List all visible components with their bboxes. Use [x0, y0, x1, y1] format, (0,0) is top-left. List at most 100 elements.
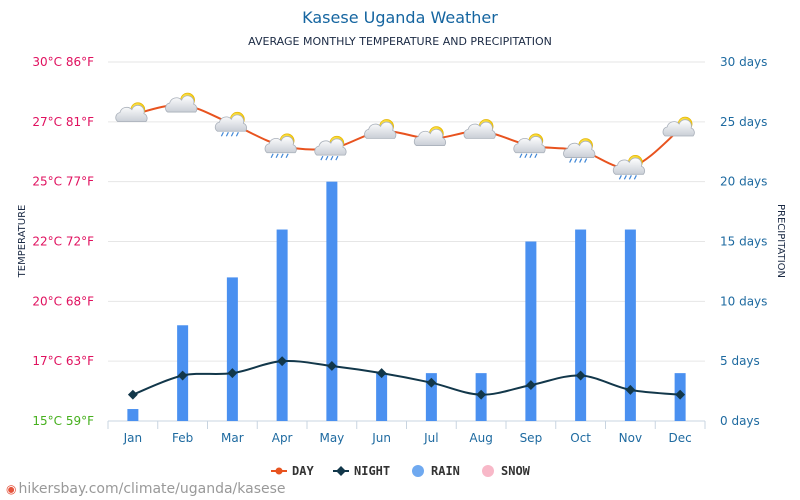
raindrop — [623, 175, 627, 180]
rain-bar — [226, 277, 238, 421]
sun-cloud-rain-icon — [563, 138, 596, 163]
night-point — [326, 361, 337, 371]
y-right-tick-label: 0 days — [720, 414, 760, 428]
cloud-shape — [165, 95, 198, 113]
cloud-shape — [214, 114, 248, 132]
raindrop — [275, 153, 279, 159]
raindrop — [235, 131, 239, 137]
x-tick-label: Nov — [619, 431, 642, 445]
y-left-tick-label: 17°C 63°F — [32, 354, 94, 368]
cloud-shape — [563, 140, 596, 158]
cloud-shape — [413, 128, 447, 146]
chart-subtitle: AVERAGE MONTHLY TEMPERATURE AND PRECIPIT… — [248, 35, 552, 48]
cloud-shape — [314, 138, 347, 156]
legend-night-label: NIGHT — [354, 464, 390, 478]
x-tick-label: Oct — [570, 431, 591, 445]
sun-cloud-rain-icon — [264, 133, 297, 159]
y-left-tick-label: 30°C 86°F — [32, 55, 94, 69]
y-right-tick-label: 10 days — [720, 294, 767, 308]
raindrop — [633, 175, 637, 180]
night-point — [376, 368, 387, 379]
chart-title: Kasese Uganda Weather — [302, 8, 498, 27]
sun-cloud-icon — [115, 102, 148, 123]
night-temperature-line — [132, 359, 681, 396]
legend-snow-label: SNOW — [501, 464, 531, 478]
raindrop — [519, 153, 523, 159]
y-right-tick-label: 5 days — [720, 354, 760, 368]
raindrop — [618, 175, 622, 180]
day-temperature-line — [132, 103, 681, 169]
x-tick-label: Feb — [172, 431, 193, 445]
y-right-tick-label: 30 days — [720, 55, 767, 69]
night-point — [426, 377, 437, 388]
legend-day-marker — [275, 467, 283, 475]
cloud-shape — [463, 121, 496, 139]
legend-snow-marker — [482, 465, 494, 477]
x-tick-label: Jan — [123, 431, 143, 445]
rain-bar — [127, 409, 139, 421]
raindrop — [534, 153, 538, 159]
legend-rain-marker — [412, 465, 424, 477]
raindrop — [524, 153, 528, 159]
sun-cloud-rain-icon — [513, 133, 546, 159]
y-left-axis-title: TEMPERATURE — [17, 205, 28, 279]
night-point — [127, 389, 138, 400]
sun-cloud-icon — [413, 126, 447, 146]
location-pin-icon: ◉ — [6, 482, 17, 496]
sun-cloud-rain-icon — [214, 111, 248, 137]
sun-cloud-icon — [364, 119, 397, 139]
x-tick-label: Dec — [669, 431, 692, 445]
raindrop — [325, 155, 329, 161]
legend-day-label: DAY — [292, 464, 314, 478]
y-left-tick-label: 15°C 59°F — [32, 414, 94, 428]
rain-bar — [376, 373, 388, 421]
x-tick-label: Mar — [221, 431, 244, 445]
cloud-shape — [612, 157, 646, 175]
rain-bar — [525, 241, 537, 421]
raindrop — [225, 131, 229, 137]
night-point — [675, 389, 686, 400]
y-right-tick-label: 20 days — [720, 175, 767, 189]
night-point — [227, 368, 238, 379]
legend-snow: SNOW — [482, 464, 531, 478]
legend-night: NIGHT — [333, 464, 390, 478]
raindrop — [335, 155, 339, 161]
x-tick-label: Jul — [423, 431, 438, 445]
sun-cloud-rain-icon — [612, 155, 646, 180]
raindrop — [574, 158, 578, 163]
legend-day: DAY — [271, 464, 314, 478]
legend-night-marker — [336, 466, 346, 476]
raindrop — [285, 153, 289, 159]
raindrop — [330, 155, 334, 161]
raindrop — [529, 153, 533, 159]
night-point — [525, 380, 536, 391]
source-link[interactable]: ◉ hikersbay.com/climate/uganda/kasese — [6, 481, 286, 497]
night-point — [277, 356, 288, 367]
y-left-tick-label: 27°C 81°F — [32, 115, 94, 129]
raindrop — [280, 153, 284, 159]
raindrop — [579, 158, 583, 163]
x-tick-label: Aug — [469, 431, 492, 445]
y-left-tick-label: 22°C 72°F — [32, 235, 94, 249]
raindrop — [220, 131, 224, 137]
sun-cloud-icon — [463, 119, 496, 139]
raindrop — [270, 153, 274, 159]
sun-cloud-icon — [662, 116, 695, 137]
rain-bar — [425, 373, 437, 421]
sun-cloud-icon — [165, 92, 198, 113]
raindrop — [569, 158, 573, 163]
x-tick-label: Sep — [520, 431, 543, 445]
y-right-axis-title: PRECIPITATION — [775, 204, 786, 278]
cloud-shape — [513, 136, 546, 154]
cloud-shape — [364, 121, 397, 139]
raindrop — [584, 158, 588, 163]
rain-bar — [624, 229, 636, 421]
night-point — [625, 384, 636, 395]
rain-bar — [276, 229, 288, 421]
y-left-tick-label: 25°C 77°F — [32, 175, 94, 189]
legend-rain-label: RAIN — [431, 464, 460, 478]
night-point — [476, 389, 487, 400]
sun-cloud-rain-icon — [314, 135, 347, 161]
raindrop — [230, 131, 234, 137]
